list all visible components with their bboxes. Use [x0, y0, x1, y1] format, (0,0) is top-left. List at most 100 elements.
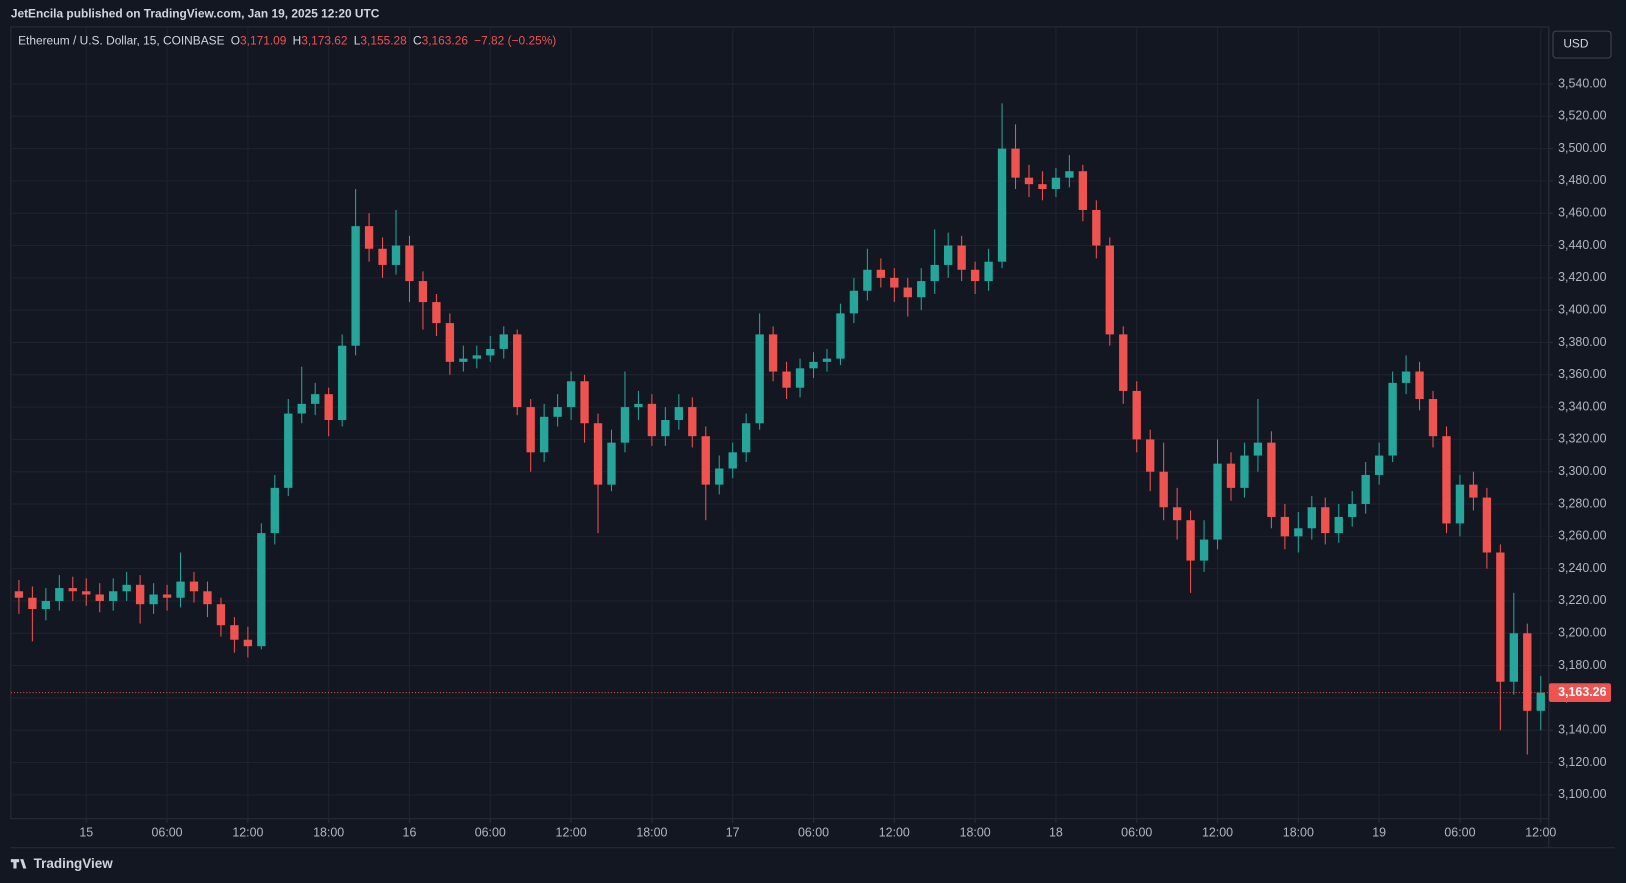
- y-tick-label: 3,480.00: [1558, 173, 1606, 187]
- candle-body: [378, 248, 387, 265]
- x-tick-label: 12:00: [879, 826, 910, 840]
- candle-body: [418, 281, 428, 303]
- candle-body: [162, 594, 172, 598]
- candle-body: [1536, 692, 1545, 711]
- candle-body: [607, 442, 616, 485]
- candle-body: [82, 591, 91, 595]
- candle-body: [189, 581, 199, 592]
- candle-body: [176, 581, 185, 598]
- candle-body: [566, 381, 576, 408]
- y-tick-label: 3,420.00: [1558, 270, 1606, 284]
- y-tick-label: 3,100.00: [1558, 787, 1606, 801]
- candle-body: [324, 394, 333, 421]
- candle-body: [822, 358, 832, 362]
- x-tick-label: 06:00: [475, 826, 506, 840]
- candle-body: [661, 420, 670, 437]
- candle-body: [1374, 455, 1384, 475]
- legend-value: 3,163.26: [422, 34, 469, 48]
- currency-button[interactable]: [1552, 30, 1612, 59]
- candle-body: [243, 639, 253, 647]
- candle-body: [1105, 245, 1114, 335]
- candle-body: [741, 423, 751, 453]
- candle-body: [782, 371, 791, 388]
- candle-body: [1011, 148, 1020, 178]
- y-tick-label: 3,400.00: [1558, 302, 1606, 316]
- x-tick-label: 18:00: [1283, 826, 1314, 840]
- candle-body: [1024, 177, 1034, 185]
- candle-body: [513, 334, 522, 408]
- candle-body: [1065, 171, 1074, 178]
- candle-body: [701, 436, 710, 485]
- y-tick-label: 3,440.00: [1558, 238, 1606, 252]
- candle-body: [68, 588, 77, 592]
- candle-body: [364, 226, 374, 249]
- candle-body: [1092, 209, 1101, 246]
- candle-body: [580, 381, 589, 424]
- x-tick-label: 15: [79, 826, 93, 840]
- legend-symbol: Ethereum / U.S. Dollar, 15, COINBASE: [18, 34, 225, 48]
- candle-body: [1388, 382, 1397, 456]
- candle-body: [1172, 507, 1182, 521]
- candle-body: [459, 358, 468, 362]
- brand-logo: [10, 859, 27, 869]
- legend-key: H: [293, 34, 302, 48]
- candle-body: [647, 403, 657, 437]
- x-tick-label: 16: [403, 826, 417, 840]
- candle-body: [311, 394, 320, 404]
- y-tick-label: 3,360.00: [1558, 367, 1606, 381]
- y-tick-label: 3,180.00: [1558, 658, 1606, 672]
- last-price-label: 3,163.26: [1558, 685, 1606, 699]
- candle-body: [1455, 484, 1465, 524]
- plot-area: [10, 26, 1550, 820]
- grid: [10, 26, 1549, 819]
- candle-body: [903, 287, 912, 298]
- candle-body: [688, 407, 697, 437]
- candle-body: [1159, 471, 1168, 508]
- candle-body: [14, 591, 24, 598]
- candle-body: [405, 245, 414, 282]
- y-tick-label: 3,540.00: [1558, 76, 1606, 90]
- candle-body: [944, 245, 953, 265]
- candle-body: [539, 416, 549, 453]
- candle-body: [1415, 371, 1424, 400]
- legend-value: 3,173.62: [301, 34, 348, 48]
- candle-body: [809, 361, 818, 369]
- legend-key: C: [413, 34, 422, 48]
- candle-body: [257, 533, 266, 647]
- y-tick-label: 3,280.00: [1558, 496, 1606, 510]
- candle-body: [109, 591, 118, 601]
- candle-body: [1428, 399, 1438, 437]
- y-tick-label: 3,300.00: [1558, 464, 1606, 478]
- candle-body: [863, 269, 872, 291]
- currency-label[interactable]: USD: [1563, 37, 1589, 51]
- candle-body: [284, 413, 293, 488]
- candle-body: [1226, 463, 1236, 488]
- candle-body: [526, 407, 535, 453]
- candle-body: [203, 591, 212, 605]
- y-tick-label: 3,140.00: [1558, 722, 1606, 736]
- candles: [10, 103, 1549, 755]
- candle-body: [1240, 455, 1249, 488]
- candle-body: [391, 245, 401, 265]
- x-tick-label: 19: [1372, 826, 1386, 840]
- x-tick-label: 18:00: [313, 826, 344, 840]
- y-tick-label: 3,380.00: [1558, 335, 1606, 349]
- candle-body: [1334, 516, 1343, 534]
- candle-body: [1294, 528, 1303, 537]
- x-tick-label: 12:00: [1202, 826, 1233, 840]
- x-tick-label: 12:00: [232, 826, 263, 840]
- candle-body: [1509, 633, 1518, 682]
- candle-body: [593, 423, 603, 485]
- x-tick-label: 18:00: [960, 826, 991, 840]
- candle-body: [1213, 463, 1222, 540]
- x-tick-label: 06:00: [798, 826, 829, 840]
- candle-body: [728, 452, 737, 469]
- publish-note: JetEncila published on TradingView.com, …: [11, 7, 380, 21]
- legend-change: −7.82 (−0.25%): [474, 34, 556, 48]
- last-price-badge: [1548, 683, 1612, 702]
- y-tick-label: 3,240.00: [1558, 561, 1606, 575]
- candle-body: [917, 281, 926, 298]
- candle-body: [135, 584, 145, 605]
- candle-body: [1199, 539, 1209, 561]
